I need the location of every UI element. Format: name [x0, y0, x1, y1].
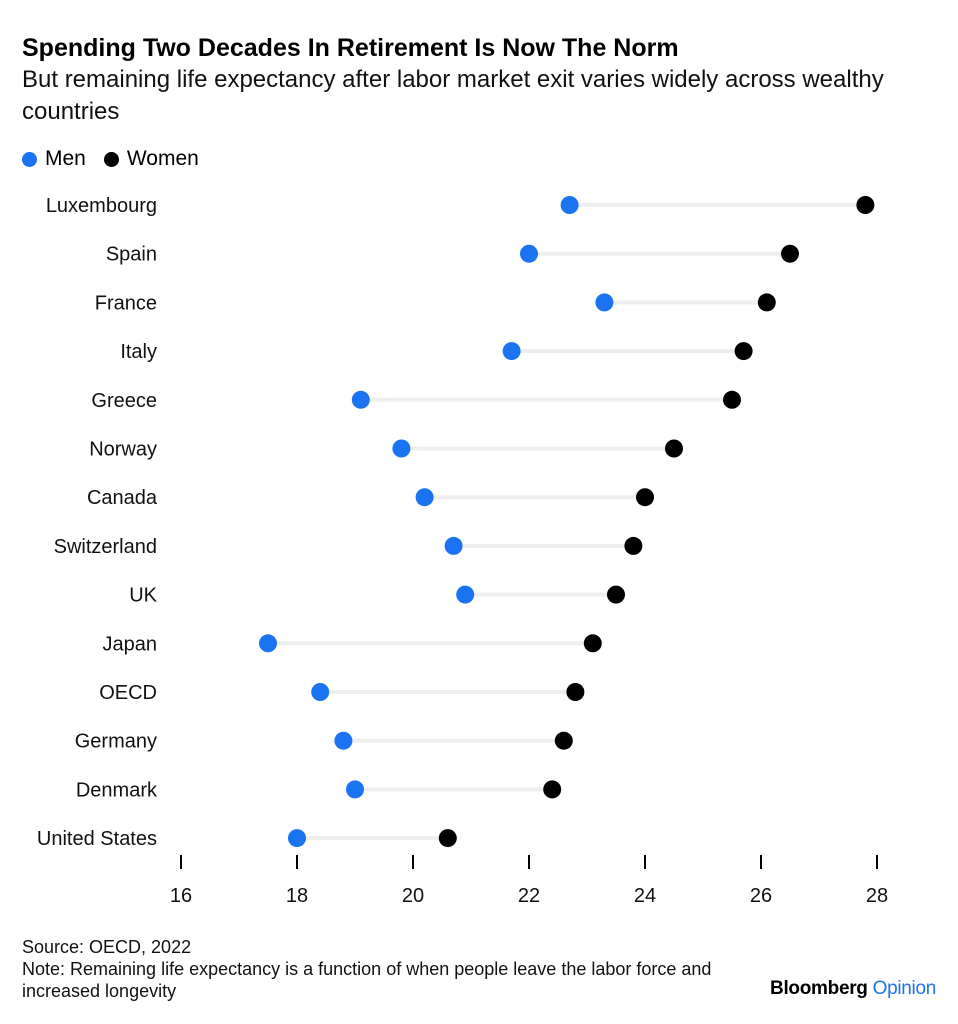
women-point [607, 585, 625, 604]
legend-item-men: Men [22, 147, 86, 171]
chart-subtitle: But remaining life expectancy after labo… [22, 66, 884, 125]
chart-title: Spending Two Decades In Retirement Is No… [22, 34, 679, 62]
women-point [438, 829, 457, 848]
x-tick-label: 22 [518, 885, 540, 907]
chart-note: Note: Remaining life expectancy is a fun… [22, 959, 712, 1001]
women-point [554, 731, 573, 750]
legend-marker-women [103, 151, 119, 167]
women-point [543, 780, 562, 799]
legend-item-women: Women [103, 147, 199, 171]
dumbbell-chart: Luxembourg Spain France Italy Greece Norway Ca… [37, 195, 888, 907]
category-label: Luxembourg [46, 195, 157, 217]
x-tick-label: 18 [286, 885, 308, 907]
women-point [665, 439, 683, 458]
brand-name: Bloomberg [770, 978, 868, 999]
category-label: Canada [87, 487, 158, 509]
category-label: Germany [75, 731, 157, 753]
x-tick-label: 16 [170, 885, 192, 907]
footer: Source: OECD, 2022 Note: Remaining life … [22, 936, 762, 1002]
women-point [781, 244, 799, 263]
legend-label-women: Women [126, 147, 199, 170]
women-point [636, 488, 654, 507]
legend-label-men: Men [45, 147, 86, 170]
women-point [856, 196, 875, 214]
category-label: France [95, 292, 157, 314]
men-point [502, 342, 521, 361]
legend: Men Women [22, 146, 217, 172]
women-point [624, 536, 643, 555]
women-point [757, 293, 776, 312]
men-point [259, 634, 277, 653]
men-point [311, 683, 330, 701]
category-label: Norway [89, 439, 157, 461]
bloomberg-opinion-logo: Bloomberg Opinion [770, 978, 936, 1000]
x-tick-label: 24 [634, 885, 656, 907]
women-point [583, 634, 602, 653]
category-label: Switzerland [54, 536, 157, 558]
men-point [392, 439, 411, 458]
men-point [444, 536, 463, 555]
category-label: Spain [106, 244, 157, 266]
women-point [566, 683, 585, 701]
men-point [595, 293, 614, 312]
category-label: Japan [103, 633, 158, 655]
men-point [351, 390, 370, 409]
category-label: UK [129, 585, 157, 607]
x-tick-label: 28 [866, 885, 888, 907]
category-label: United States [37, 828, 157, 850]
x-tick-label: 26 [750, 885, 772, 907]
women-point [734, 342, 753, 361]
men-point [346, 780, 364, 799]
category-label: OECD [99, 682, 157, 704]
source-note: Source: OECD, 2022 [22, 937, 192, 957]
men-point [520, 244, 538, 263]
men-point [415, 488, 434, 507]
category-label: Greece [91, 390, 157, 412]
men-point [456, 585, 475, 604]
category-label: Denmark [76, 779, 158, 801]
category-label: Italy [120, 341, 157, 363]
x-tick-label: 20 [402, 885, 424, 907]
legend-marker-men [22, 151, 37, 167]
men-point [560, 196, 579, 214]
brand-section: Opinion [872, 978, 937, 999]
men-point [334, 731, 353, 750]
women-point [723, 390, 741, 409]
men-point [288, 829, 306, 848]
